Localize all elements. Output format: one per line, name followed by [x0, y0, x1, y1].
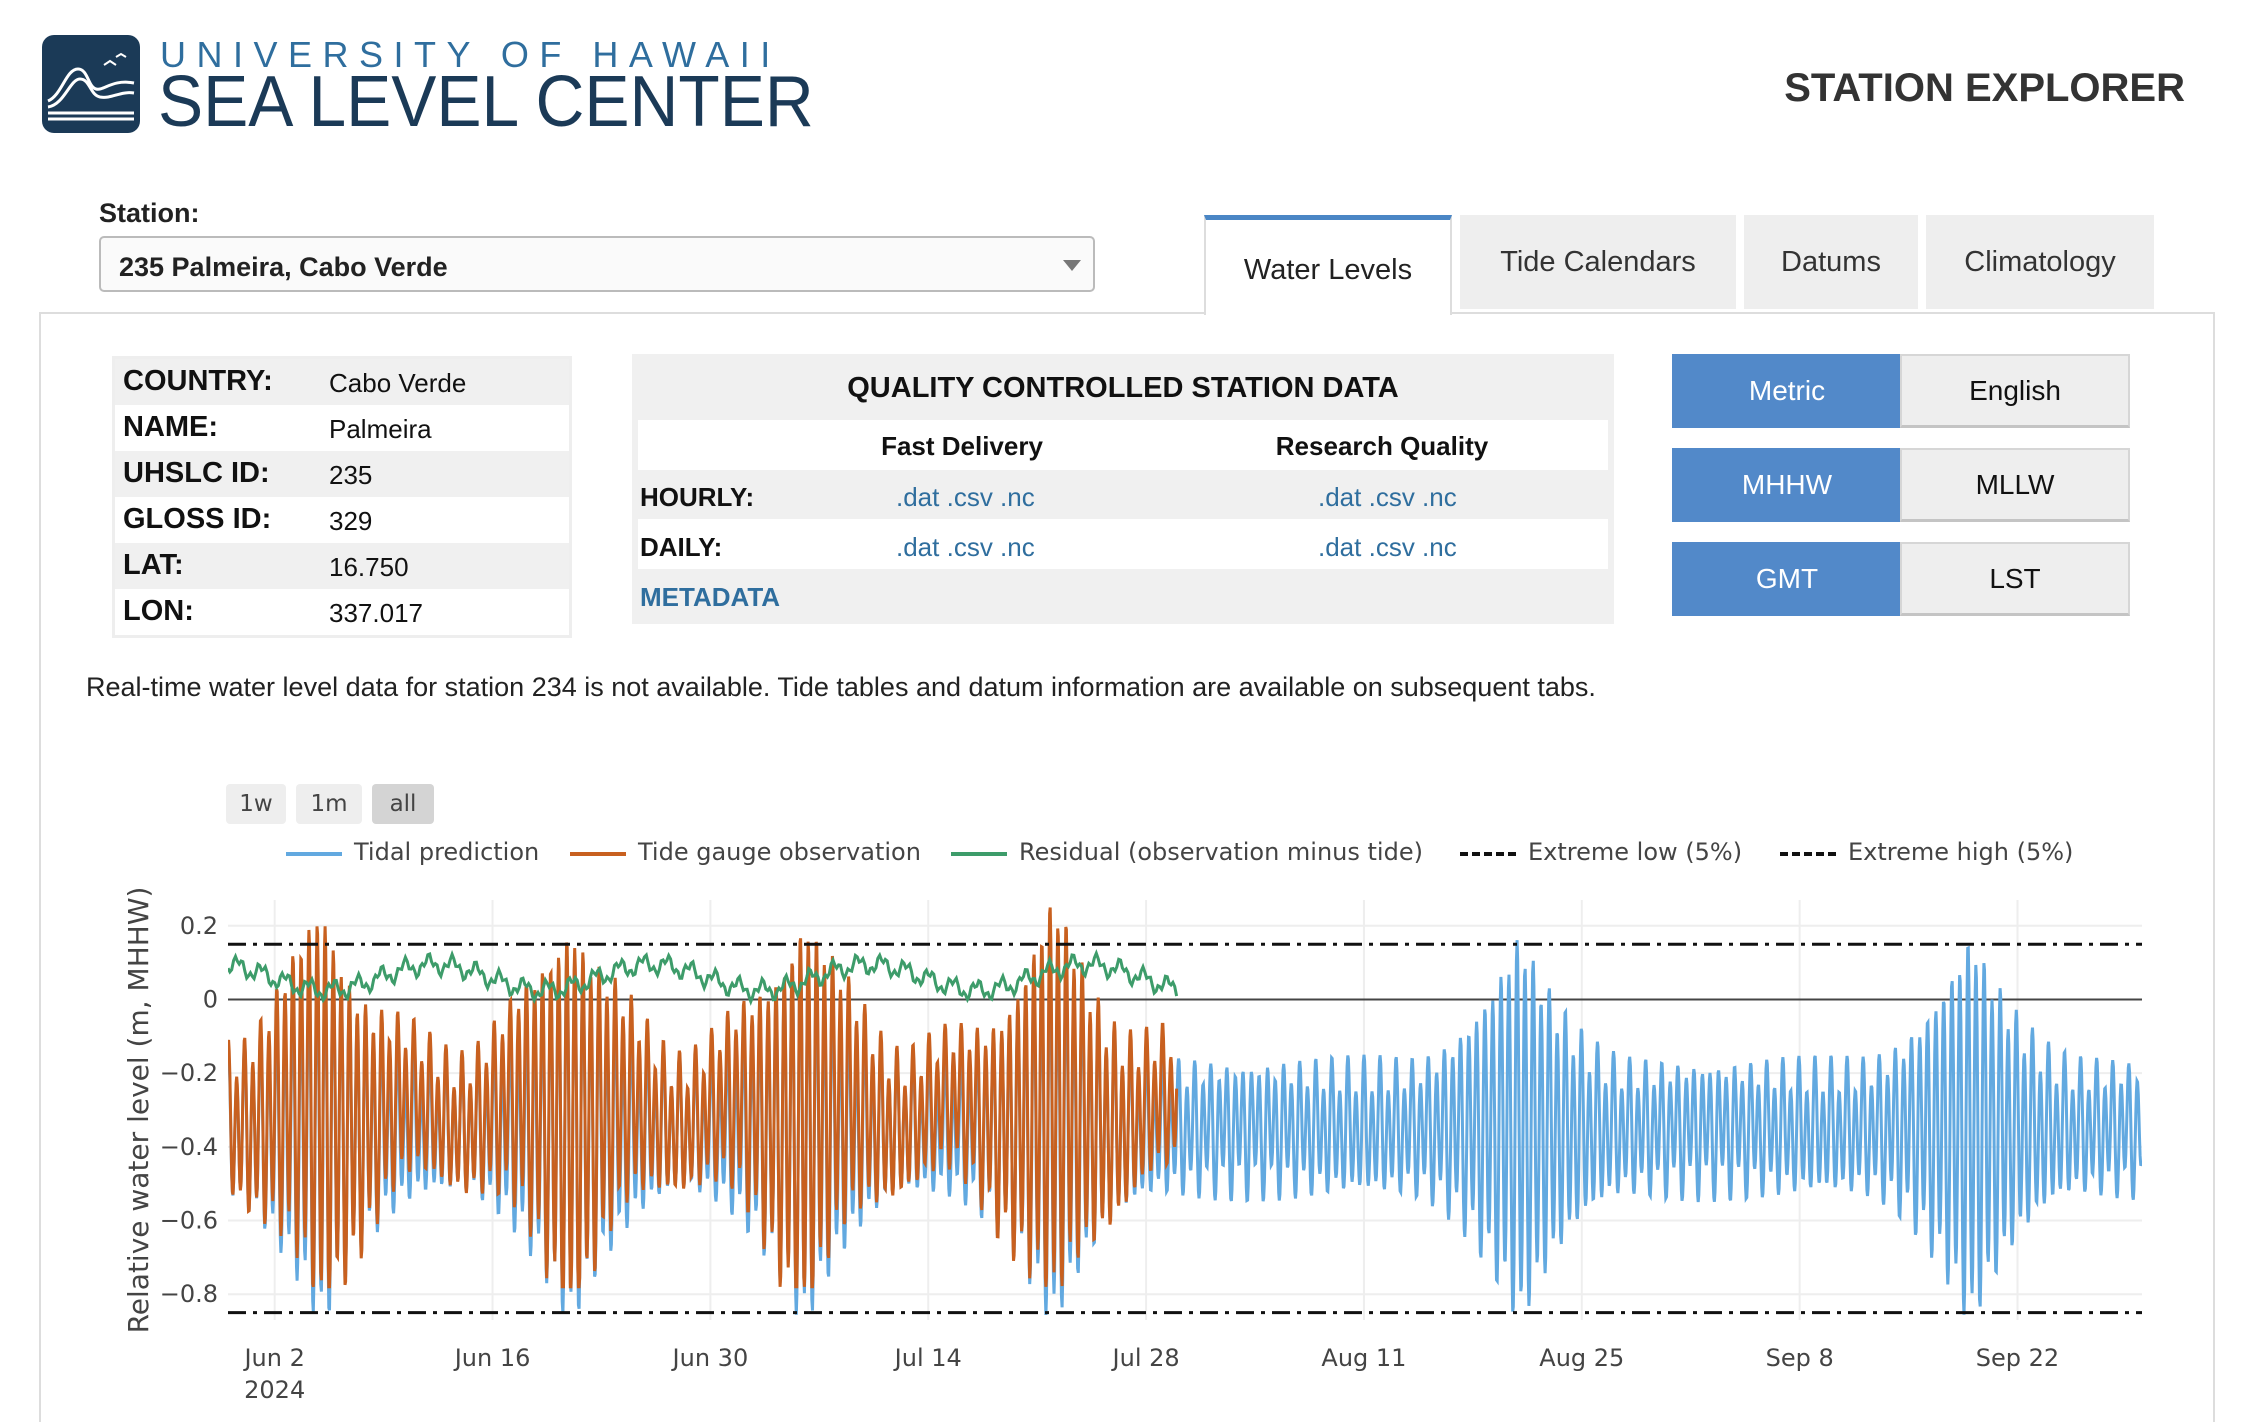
- info-value: Cabo Verde: [329, 368, 467, 398]
- qc-col-research: Research Quality: [1275, 431, 1489, 461]
- legend-label: Extreme high (5%): [1848, 838, 2074, 866]
- range-1m-button[interactable]: 1m: [296, 784, 362, 824]
- tide-gauge-observation-line: [228, 907, 1179, 1289]
- info-value: 337.017: [329, 598, 423, 628]
- x-tick-label: Aug 25: [1539, 1344, 1624, 1372]
- qc-data-table: QUALITY CONTROLLED STATION DATA Fast Del…: [632, 354, 1614, 624]
- y-tick-label: −0.2: [160, 1059, 218, 1087]
- unit-metric-button[interactable]: Metric: [1672, 354, 1902, 428]
- info-key: LAT:: [123, 549, 184, 581]
- info-value: Palmeira: [329, 414, 432, 444]
- y-tick-label: 0: [203, 985, 218, 1013]
- x-tick-label: Jun 16: [453, 1344, 531, 1372]
- tab-datums[interactable]: Datums: [1744, 215, 1918, 309]
- info-key: NAME:: [123, 411, 219, 443]
- legend-label: Extreme low (5%): [1528, 838, 1743, 866]
- daily-research-links[interactable]: .dat .csv .nc: [1318, 532, 1457, 562]
- x-tick-label: Jul 14: [893, 1344, 962, 1372]
- info-row-gloss-id: GLOSS ID: 329: [115, 497, 569, 543]
- qc-header-row: [638, 420, 1608, 470]
- info-row-lat: LAT: 16.750: [115, 543, 569, 589]
- metadata-link[interactable]: METADATA: [640, 582, 781, 612]
- time-gmt-button[interactable]: GMT: [1672, 542, 1902, 616]
- x-tick-label: Sep 8: [1766, 1344, 1834, 1372]
- hourly-fast-links[interactable]: .dat .csv .nc: [896, 482, 1035, 512]
- qc-daily-row-bg: [638, 519, 1608, 569]
- uhslc-logo[interactable]: [42, 35, 140, 133]
- x-tick-label: Jun 2: [242, 1344, 304, 1372]
- y-tick-label: 0.2: [180, 912, 218, 940]
- logo-university-text: UNIVERSITY OF HAWAII: [160, 34, 781, 75]
- info-value: 329: [329, 506, 373, 536]
- y-axis-title: Relative water level (m, MHHW): [122, 887, 155, 1334]
- x-tick-label: Aug 11: [1321, 1344, 1406, 1372]
- info-key: UHSLC ID:: [123, 457, 270, 489]
- station-info-table: COUNTRY: Cabo Verde NAME: Palmeira UHSLC…: [112, 356, 572, 638]
- station-select-value: 235 Palmeira, Cabo Verde: [119, 252, 448, 282]
- info-row-uhslc-id: UHSLC ID: 235: [115, 451, 569, 497]
- tab-tide-calendars[interactable]: Tide Calendars: [1460, 215, 1736, 309]
- datum-mhhw-button[interactable]: MHHW: [1672, 448, 1902, 522]
- info-key: GLOSS ID:: [123, 503, 272, 535]
- x-tick-label: Sep 22: [1976, 1344, 2059, 1372]
- y-tick-label: −0.4: [160, 1133, 218, 1161]
- qc-col-fast: Fast Delivery: [881, 431, 1043, 461]
- legend-label: Residual (observation minus tide): [1019, 838, 1423, 866]
- tab-water-levels[interactable]: Water Levels: [1204, 215, 1452, 315]
- wave-logo-icon: [47, 52, 135, 121]
- legend-label: Tidal prediction: [354, 838, 540, 866]
- info-row-country: COUNTRY: Cabo Verde: [115, 359, 569, 405]
- legend-swatch: [570, 852, 626, 856]
- y-tick-label: −0.6: [160, 1207, 218, 1235]
- station-select[interactable]: 235 Palmeira, Cabo Verde: [99, 236, 1095, 292]
- x-tick-label: Jul 28: [1111, 1344, 1180, 1372]
- info-key: LON:: [123, 595, 194, 627]
- realtime-notice: Real-time water level data for station 2…: [86, 672, 1596, 702]
- legend-label: Tide gauge observation: [638, 838, 921, 866]
- unit-english-button[interactable]: English: [1900, 354, 2130, 428]
- page-title: STATION EXPLORER: [1784, 66, 2185, 110]
- qc-title: QUALITY CONTROLLED STATION DATA: [847, 372, 1399, 404]
- water-levels-panel: [39, 312, 2215, 1422]
- logo-center-text: SEA LEVEL CENTER: [158, 62, 814, 142]
- time-lst-button[interactable]: LST: [1900, 542, 2130, 616]
- y-tick-label: −0.8: [160, 1280, 218, 1308]
- legend-swatch: [286, 852, 342, 856]
- info-value: 235: [329, 460, 373, 490]
- range-1w-button[interactable]: 1w: [226, 784, 286, 824]
- info-row-lon: LON: 337.017: [115, 589, 569, 635]
- tab-climatology[interactable]: Climatology: [1926, 215, 2154, 309]
- residual-line: [228, 948, 1179, 1006]
- legend-swatch: [1460, 852, 1516, 856]
- legend-swatch: [951, 852, 1007, 856]
- x-tick-year-label: 2024: [244, 1376, 305, 1404]
- x-tick-label: Jun 30: [671, 1344, 749, 1372]
- hourly-research-links[interactable]: .dat .csv .nc: [1318, 482, 1457, 512]
- qc-row-daily: DAILY:: [640, 532, 723, 562]
- info-key: COUNTRY:: [123, 365, 273, 397]
- datum-mllw-button[interactable]: MLLW: [1900, 448, 2130, 522]
- info-value: 16.750: [329, 552, 409, 582]
- station-label: Station:: [99, 198, 200, 228]
- legend-swatch: [1780, 852, 1836, 856]
- info-row-name: NAME: Palmeira: [115, 405, 569, 451]
- range-all-button[interactable]: all: [372, 784, 434, 824]
- chevron-down-icon: [1063, 260, 1081, 271]
- daily-fast-links[interactable]: .dat .csv .nc: [896, 532, 1035, 562]
- qc-row-hourly: HOURLY:: [640, 482, 755, 512]
